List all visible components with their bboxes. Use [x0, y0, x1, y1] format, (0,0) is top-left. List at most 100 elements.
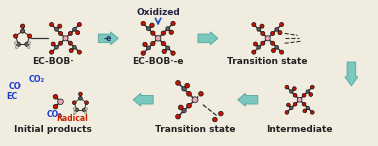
Circle shape — [257, 28, 260, 31]
Circle shape — [150, 23, 154, 27]
Circle shape — [261, 41, 265, 45]
Text: CO: CO — [9, 82, 21, 91]
Circle shape — [178, 105, 183, 110]
Circle shape — [310, 111, 314, 114]
Circle shape — [212, 117, 217, 122]
Circle shape — [187, 103, 191, 108]
Circle shape — [68, 31, 73, 35]
Text: -e: -e — [104, 34, 113, 43]
Circle shape — [161, 31, 166, 35]
Circle shape — [51, 42, 55, 46]
Circle shape — [271, 41, 275, 45]
Circle shape — [192, 97, 198, 103]
Text: Intermediate: Intermediate — [266, 126, 333, 134]
Circle shape — [252, 50, 256, 54]
Text: CO₂: CO₂ — [46, 110, 62, 119]
Circle shape — [58, 24, 62, 28]
Circle shape — [185, 83, 190, 88]
Circle shape — [20, 24, 25, 28]
Text: Initial products: Initial products — [14, 126, 91, 134]
Circle shape — [50, 22, 54, 27]
Polygon shape — [345, 62, 358, 86]
Circle shape — [76, 31, 80, 35]
Circle shape — [187, 91, 191, 96]
Circle shape — [302, 102, 306, 106]
Text: Transition state: Transition state — [228, 57, 308, 66]
Circle shape — [79, 96, 82, 100]
Circle shape — [176, 81, 180, 85]
Circle shape — [73, 101, 76, 105]
Circle shape — [84, 111, 87, 114]
Circle shape — [73, 108, 76, 110]
Circle shape — [253, 42, 257, 46]
Circle shape — [28, 34, 32, 38]
Circle shape — [275, 28, 279, 31]
Circle shape — [63, 36, 68, 41]
Circle shape — [54, 28, 58, 31]
Circle shape — [169, 30, 174, 34]
Circle shape — [59, 31, 63, 35]
Circle shape — [162, 49, 166, 54]
Text: EC: EC — [7, 92, 18, 101]
Circle shape — [293, 93, 297, 97]
Circle shape — [302, 93, 306, 97]
Circle shape — [285, 85, 289, 89]
Circle shape — [16, 42, 20, 46]
Text: EC-BOB·: EC-BOB· — [32, 57, 73, 66]
Circle shape — [15, 46, 18, 49]
Circle shape — [151, 31, 155, 35]
Circle shape — [297, 97, 302, 102]
Circle shape — [77, 50, 81, 54]
Polygon shape — [198, 32, 218, 45]
Circle shape — [79, 92, 82, 96]
Circle shape — [73, 45, 76, 49]
Polygon shape — [98, 32, 118, 45]
Circle shape — [53, 104, 58, 109]
Circle shape — [146, 27, 150, 31]
Circle shape — [182, 108, 186, 113]
Circle shape — [271, 31, 275, 35]
Circle shape — [257, 45, 260, 49]
Circle shape — [143, 42, 147, 47]
Circle shape — [293, 87, 296, 91]
Circle shape — [290, 90, 293, 93]
Circle shape — [58, 99, 63, 105]
Circle shape — [77, 22, 81, 27]
Circle shape — [53, 94, 58, 99]
Circle shape — [54, 45, 58, 49]
Circle shape — [306, 106, 310, 110]
Text: Oxidized: Oxidized — [136, 8, 180, 16]
Circle shape — [85, 108, 88, 110]
Text: EC-BOB·-e: EC-BOB·-e — [132, 57, 184, 66]
Circle shape — [20, 29, 25, 33]
Circle shape — [285, 111, 289, 114]
Circle shape — [25, 42, 29, 46]
Circle shape — [303, 109, 307, 113]
Polygon shape — [133, 93, 153, 106]
Circle shape — [141, 51, 146, 55]
Circle shape — [50, 50, 54, 54]
Circle shape — [146, 46, 150, 50]
Circle shape — [310, 85, 314, 89]
Circle shape — [293, 102, 297, 106]
Circle shape — [74, 111, 76, 114]
Circle shape — [287, 103, 290, 107]
Circle shape — [161, 41, 166, 46]
Circle shape — [171, 21, 175, 26]
Circle shape — [252, 22, 256, 27]
Circle shape — [73, 28, 76, 31]
Circle shape — [166, 27, 170, 31]
Circle shape — [309, 93, 313, 96]
Circle shape — [271, 48, 276, 53]
Circle shape — [265, 36, 270, 41]
Circle shape — [141, 21, 146, 26]
Text: Radical: Radical — [56, 114, 88, 123]
Circle shape — [280, 22, 284, 27]
Circle shape — [69, 48, 73, 53]
Circle shape — [155, 35, 161, 41]
Circle shape — [290, 106, 293, 110]
Circle shape — [151, 41, 155, 46]
Text: Transition state: Transition state — [155, 126, 235, 134]
Circle shape — [278, 31, 282, 35]
Circle shape — [260, 24, 264, 28]
